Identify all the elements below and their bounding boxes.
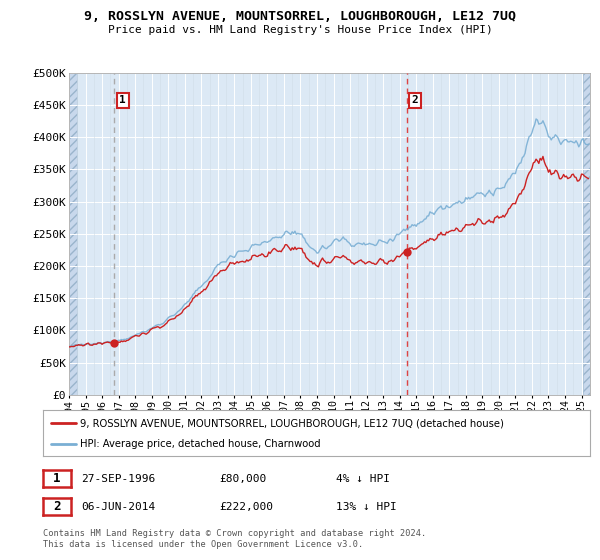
Text: 2: 2 [53,500,61,514]
Text: 13% ↓ HPI: 13% ↓ HPI [336,502,397,512]
Text: £222,000: £222,000 [219,502,273,512]
Text: 1: 1 [53,472,61,486]
Text: Price paid vs. HM Land Registry's House Price Index (HPI): Price paid vs. HM Land Registry's House … [107,25,493,35]
Text: 2: 2 [412,96,418,105]
Text: 9, ROSSLYN AVENUE, MOUNTSORREL, LOUGHBOROUGH, LE12 7UQ (detached house): 9, ROSSLYN AVENUE, MOUNTSORREL, LOUGHBOR… [80,418,504,428]
Text: 4% ↓ HPI: 4% ↓ HPI [336,474,390,484]
Text: 06-JUN-2014: 06-JUN-2014 [81,502,155,512]
Text: 1: 1 [119,96,126,105]
Text: Contains HM Land Registry data © Crown copyright and database right 2024.
This d: Contains HM Land Registry data © Crown c… [43,529,427,549]
Text: HPI: Average price, detached house, Charnwood: HPI: Average price, detached house, Char… [80,440,321,450]
Text: 9, ROSSLYN AVENUE, MOUNTSORREL, LOUGHBOROUGH, LE12 7UQ: 9, ROSSLYN AVENUE, MOUNTSORREL, LOUGHBOR… [84,10,516,23]
Text: 27-SEP-1996: 27-SEP-1996 [81,474,155,484]
Text: £80,000: £80,000 [219,474,266,484]
